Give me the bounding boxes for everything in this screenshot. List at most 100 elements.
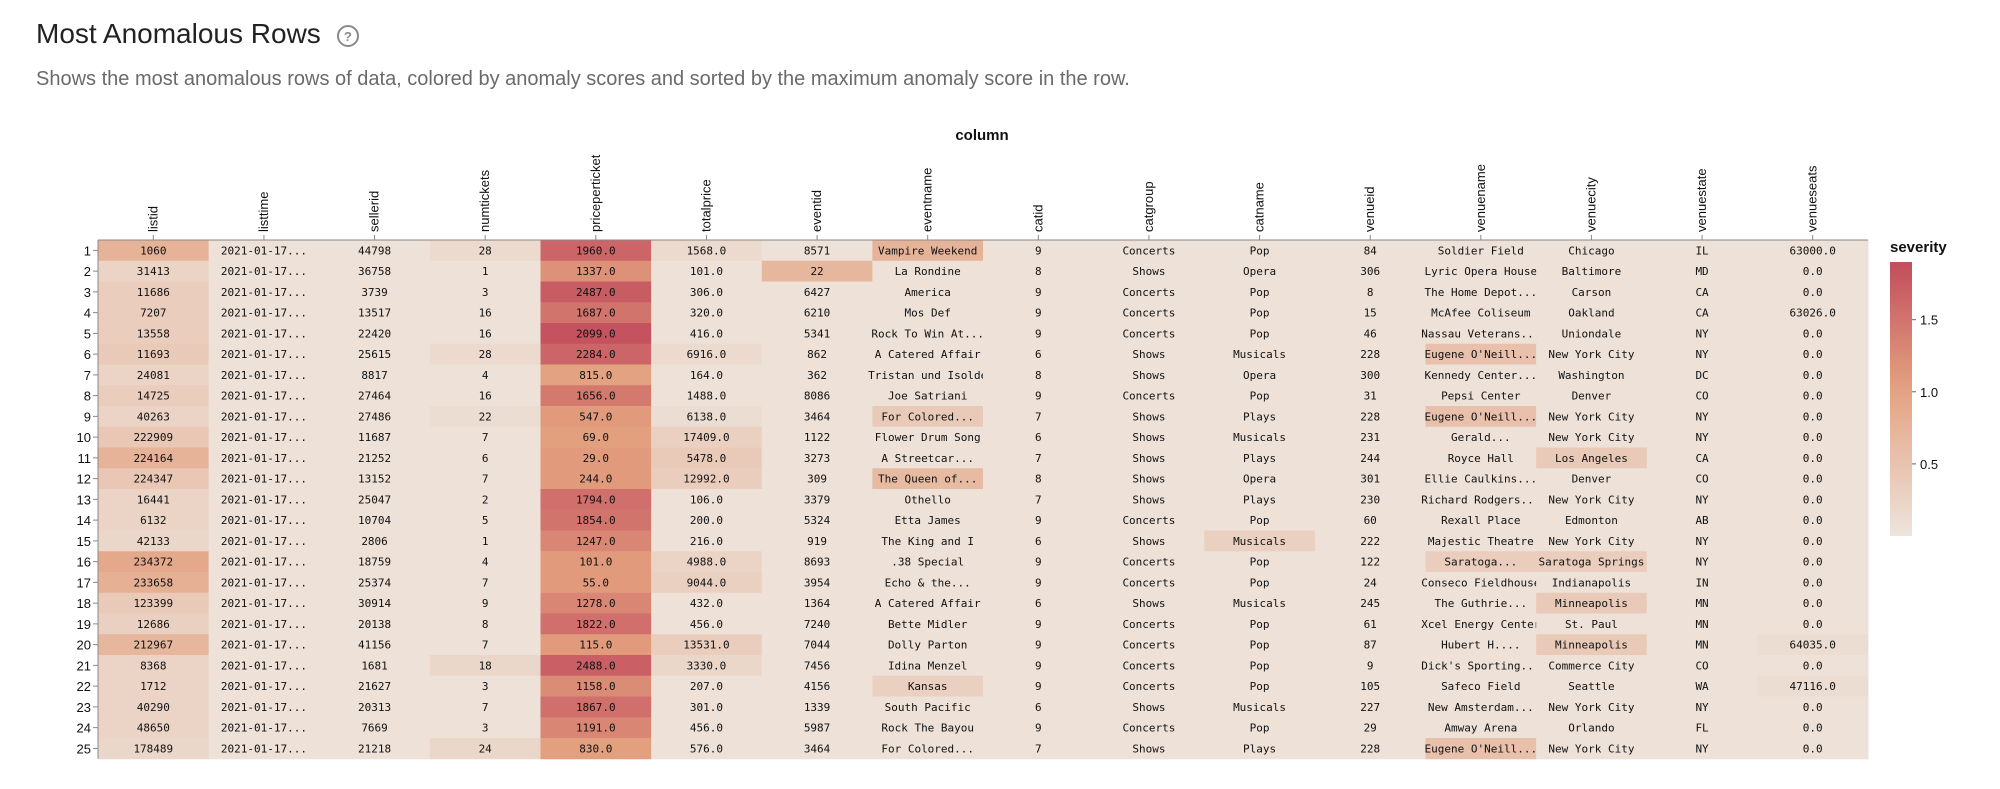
cell-value: 14725 — [137, 390, 170, 403]
heatmap-cell — [1646, 696, 1758, 718]
heatmap-cell — [1757, 281, 1869, 303]
cell-value: FL — [1695, 722, 1709, 735]
cell-value: 22420 — [358, 327, 391, 340]
cell-value: 2021-01-17... — [221, 369, 307, 382]
cell-value: Washington — [1558, 369, 1624, 382]
heatmap-cell — [1536, 343, 1648, 365]
heatmap-cell — [1314, 260, 1426, 282]
heatmap-cell — [540, 323, 652, 345]
heatmap-cell — [319, 489, 431, 511]
heatmap-cell — [1314, 613, 1426, 635]
column-label: sellerid — [367, 191, 382, 232]
heatmap-cell — [208, 385, 320, 407]
heatmap-cell — [651, 364, 763, 386]
heatmap-cell — [429, 509, 541, 531]
heatmap-cell — [872, 343, 984, 365]
heatmap-cell — [1204, 364, 1316, 386]
heatmap-cell — [1314, 343, 1426, 365]
cell-value: Dick's Sporting... — [1421, 659, 1540, 672]
heatmap-cell — [1646, 385, 1758, 407]
heatmap-cell — [1204, 509, 1316, 531]
row-label: 14 — [77, 513, 91, 528]
heatmap-cell — [208, 738, 320, 760]
cell-value: 6 — [1035, 597, 1042, 610]
heatmap-cell — [429, 240, 541, 262]
heatmap-cell — [1314, 717, 1426, 739]
cell-value: 1337.0 — [576, 265, 616, 278]
heatmap-cell — [540, 260, 652, 282]
heatmap-cell — [1425, 364, 1537, 386]
cell-value: 9 — [1035, 659, 1042, 672]
cell-value: 9044.0 — [687, 576, 727, 589]
cell-value: 7 — [1035, 410, 1042, 423]
heatmap-cell — [1425, 489, 1537, 511]
heatmap-cell — [1757, 447, 1869, 469]
cell-value: 63000.0 — [1790, 244, 1836, 257]
heatmap-cell — [1757, 240, 1869, 262]
cell-value: Oakland — [1568, 307, 1614, 320]
cell-value: 7669 — [361, 722, 388, 735]
heatmap-cell — [872, 468, 984, 490]
heatmap-cell — [1757, 613, 1869, 635]
cell-value: Shows — [1132, 369, 1165, 382]
heatmap-cell — [1646, 426, 1758, 448]
heatmap-cell — [651, 696, 763, 718]
heatmap-cell — [651, 426, 763, 448]
heatmap-cell — [1204, 260, 1316, 282]
heatmap-cell — [1646, 613, 1758, 635]
heatmap-cell — [983, 281, 1095, 303]
row-label: 21 — [77, 658, 91, 673]
cell-value: 1687.0 — [576, 307, 616, 320]
cell-value: 362 — [807, 369, 827, 382]
cell-value: 4988.0 — [687, 556, 727, 569]
cell-value: 46 — [1364, 327, 1377, 340]
cell-value: 4 — [482, 556, 489, 569]
heatmap-cell — [983, 551, 1095, 573]
heatmap-cell — [1757, 468, 1869, 490]
heatmap-cell — [429, 426, 541, 448]
row-label: 17 — [77, 575, 91, 590]
heatmap-cell — [1757, 302, 1869, 324]
cell-value: Pop — [1250, 722, 1270, 735]
heatmap-cell — [319, 426, 431, 448]
heatmap-cell — [651, 323, 763, 345]
cell-value: Majestic Theatre — [1428, 535, 1534, 548]
cell-value: 0.0 — [1803, 452, 1823, 465]
cell-value: 25615 — [358, 348, 391, 361]
cell-value: 0.0 — [1803, 742, 1823, 755]
heatmap-cell — [208, 675, 320, 697]
cell-value: Concerts — [1122, 618, 1175, 631]
cell-value: McAfee Coliseum — [1431, 307, 1531, 320]
cell-value: 8817 — [361, 369, 388, 382]
heatmap-cell — [1425, 426, 1537, 448]
heatmap-cell — [872, 592, 984, 614]
cell-value: 3379 — [804, 493, 831, 506]
heatmap-cell — [1425, 696, 1537, 718]
column-label: numtickets — [477, 169, 492, 232]
heatmap-cell — [1093, 613, 1205, 635]
page-subtitle: Shows the most anomalous rows of data, c… — [36, 68, 1130, 90]
cell-value: 101.0 — [690, 265, 723, 278]
cell-value: 3464 — [804, 410, 831, 423]
heatmap-cell — [208, 592, 320, 614]
cell-value: 862 — [807, 348, 827, 361]
cell-value: Pop — [1250, 680, 1270, 693]
cell-value: 2021-01-17... — [221, 639, 307, 652]
heatmap-cell — [98, 738, 210, 760]
help-icon[interactable]: ? — [336, 25, 359, 47]
row-label: 13 — [77, 492, 91, 507]
heatmap-cell — [1314, 551, 1426, 573]
cell-value: 1960.0 — [576, 244, 616, 257]
heatmap-cell — [540, 468, 652, 490]
heatmap-cell — [872, 738, 984, 760]
heatmap-cell — [429, 302, 541, 324]
cell-value: Saratoga Springs — [1538, 556, 1644, 569]
heatmap-cell — [540, 447, 652, 469]
x-axis-title: column — [955, 127, 1008, 144]
cell-value: 22 — [810, 265, 823, 278]
heatmap-cell — [1204, 323, 1316, 345]
cell-value: 1867.0 — [576, 701, 616, 714]
cell-value: Safeco Field — [1441, 680, 1520, 693]
cell-value: Opera — [1243, 369, 1276, 382]
cell-value: Commerce City — [1548, 659, 1634, 672]
